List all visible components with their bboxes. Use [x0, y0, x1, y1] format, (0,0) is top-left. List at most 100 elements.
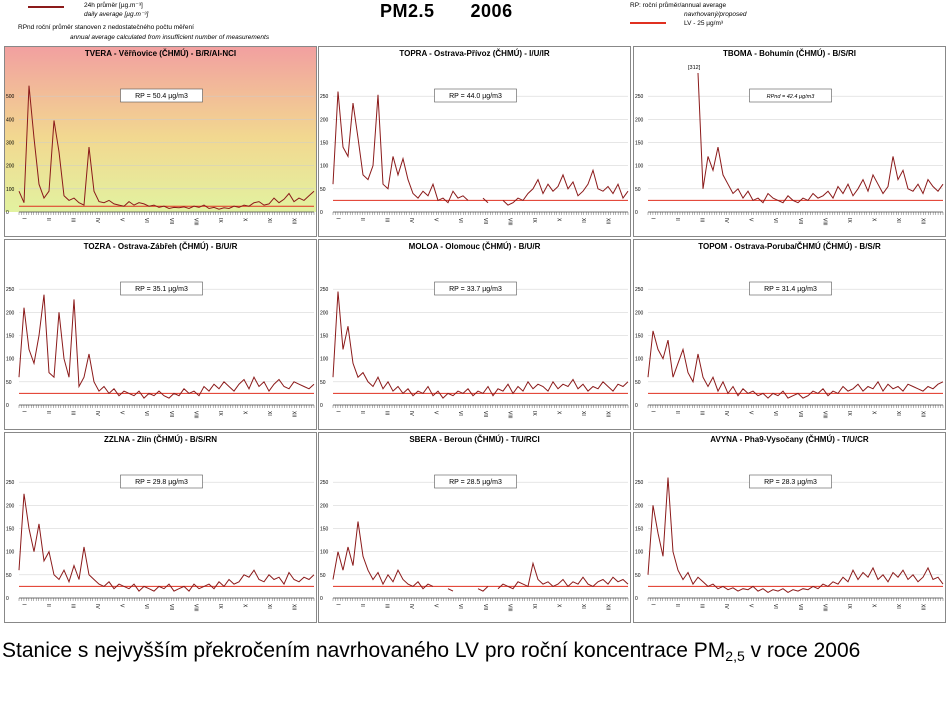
month-tick-label: V: [433, 604, 439, 608]
month-tick-label: VII: [482, 411, 488, 417]
station-chart: TBOMA - Bohumín (ČHMÚ) - B/S/RI 0 50 100 150…: [633, 46, 946, 237]
station-chart: SBERA - Beroun (ČHMÚ) - T/U/RCI 0 50 100 150…: [318, 432, 631, 623]
annual-average-label: RP = 29.8 µg/m3: [135, 479, 188, 486]
y-tick-label: 250: [635, 94, 644, 100]
y-tick-label: 0: [320, 210, 323, 216]
annual-average-label: RP = 50.4 µg/m3: [135, 93, 188, 100]
daily-average-series: [647, 477, 944, 593]
month-tick-label: II: [674, 604, 680, 607]
daily-series-swatch: [28, 6, 64, 8]
station-chart: MOLOA - Olomouc (ČHMÚ) - B/U/R 0 50 100 150 2…: [318, 239, 631, 430]
x-axis-ticks: [647, 212, 944, 215]
y-tick-label: 0: [6, 403, 9, 409]
month-tick-label: V: [748, 411, 754, 415]
chart-svg: TBOMA - Bohumín (ČHMÚ) - B/S/RI 0 50 100 150…: [635, 49, 944, 226]
y-tick-label: 150: [320, 141, 329, 147]
month-tick-label: XII: [605, 604, 611, 610]
annual-average-box: [434, 474, 517, 489]
daily-average-series: [332, 521, 629, 592]
y-tick-label: 100: [320, 550, 329, 556]
month-tick-label: III: [698, 218, 704, 222]
title-pollutant: PM2.5: [380, 1, 435, 21]
legend-lv: LV - 25 µg/m³: [684, 20, 724, 27]
month-tick-label: II: [674, 411, 680, 414]
month-tick-label: III: [383, 411, 389, 415]
daily-average-series: [697, 72, 944, 204]
month-tick-label: III: [69, 411, 75, 415]
chart-svg: TOZRA - Ostrava-Zábřeh (ČHMÚ) - B/U/R 0 50…: [6, 242, 315, 419]
chart-svg: AVYNA - Pha9-Vysočany (ČHMÚ) - T/U/CR 0 50…: [635, 435, 944, 612]
month-tick-label: VIII: [821, 218, 827, 226]
month-tick-label: XI: [895, 218, 901, 223]
month-tick-label: VI: [772, 604, 778, 609]
month-tick-label: XII: [920, 218, 926, 224]
chart-title: SBERA - Beroun (ČHMÚ) - T/U/RCI: [409, 435, 539, 444]
legend-daily-cz: 24h průměr [µg.m⁻³]: [84, 2, 143, 9]
month-tick-label: XII: [291, 411, 297, 417]
y-tick-label: 250: [635, 480, 644, 486]
month-tick-label: VI: [457, 411, 463, 416]
month-tick-label: V: [119, 604, 125, 608]
chart-svg: TOPRA - Ostrava-Přívoz (ČHMÚ) - I/U/IR 0 5…: [320, 49, 629, 226]
month-tick-label: IV: [723, 218, 729, 223]
month-tick-label: IX: [531, 218, 537, 223]
month-tick-label: III: [698, 604, 704, 608]
x-axis-ticks: [647, 598, 944, 601]
daily-average-series: [332, 291, 629, 399]
legend-daily-en: daily average [µg.m⁻³]: [84, 11, 149, 18]
chart-title: TVERA - Věřňovice (ČHMÚ) - B/R/AI-NCI: [85, 49, 236, 58]
month-tick-label: X: [242, 218, 248, 222]
month-tick-label: I: [20, 411, 26, 412]
month-tick-label: VII: [168, 411, 174, 417]
y-tick-label: 0: [320, 596, 323, 602]
y-tick-label: 150: [635, 527, 644, 533]
month-tick-label: V: [433, 411, 439, 415]
y-tick-label: 50: [635, 573, 641, 579]
y-tick-label: 200: [6, 164, 15, 170]
station-chart: TOPRA - Ostrava-Přívoz (ČHMÚ) - I/U/IR 0 5…: [318, 46, 631, 237]
month-tick-label: I: [649, 411, 655, 412]
chart-title: TOZRA - Ostrava-Zábřeh (ČHMÚ) - B/U/R: [84, 242, 238, 251]
chart-title: TOPRA - Ostrava-Přívoz (ČHMÚ) - I/U/IR: [399, 49, 549, 58]
y-tick-label: 150: [320, 527, 329, 533]
y-tick-label: 50: [320, 187, 326, 193]
chart-svg: ZZLNA - Zlín (ČHMÚ) - B/S/RN 0 50 100 150 200…: [6, 435, 315, 612]
month-tick-label: VI: [143, 218, 149, 223]
y-tick-label: 0: [6, 596, 9, 602]
month-tick-label: VII: [168, 604, 174, 610]
month-tick-label: IV: [94, 218, 100, 223]
y-tick-label: 150: [635, 141, 644, 147]
daily-average-series: [647, 330, 944, 399]
month-tick-label: IX: [846, 411, 852, 416]
caption-text: Stanice s nejvyšším překročením navrhova…: [2, 639, 726, 662]
month-tick-label: VII: [797, 604, 803, 610]
annual-average-label: RP = 44.0 µg/m3: [449, 93, 502, 100]
y-tick-label: 200: [6, 310, 15, 316]
legend-rpnd-cz: RPnd roční průměr stanoven z nedostatečn…: [18, 24, 194, 31]
y-tick-label: 200: [320, 117, 329, 123]
chart-svg: SBERA - Beroun (ČHMÚ) - T/U/RCI 0 50 100 150…: [320, 435, 629, 612]
daily-average-series: [18, 85, 315, 210]
month-tick-label: V: [433, 218, 439, 222]
month-tick-label: VI: [457, 604, 463, 609]
y-tick-label: 200: [6, 503, 15, 509]
month-tick-label: I: [334, 604, 340, 605]
month-tick-label: I: [20, 218, 26, 219]
month-tick-label: X: [242, 604, 248, 608]
x-axis-ticks: [18, 405, 315, 408]
month-tick-label: VI: [143, 411, 149, 416]
legend-rp: RP: roční průměr/annual average: [630, 2, 727, 9]
y-tick-label: 100: [320, 357, 329, 363]
legend-right: RP: roční průměr/annual average navrhova…: [630, 0, 830, 40]
month-tick-label: VII: [797, 411, 803, 417]
month-tick-label: XI: [266, 411, 272, 416]
annual-average-box: [749, 281, 832, 296]
y-tick-label: 100: [320, 164, 329, 170]
month-tick-label: IX: [846, 218, 852, 223]
annual-average-label: RPnd = 42.4 µg/m3: [767, 94, 816, 100]
month-tick-label: VI: [457, 218, 463, 223]
month-tick-label: X: [556, 411, 562, 415]
y-tick-label: 250: [6, 287, 15, 293]
month-tick-label: VIII: [506, 411, 512, 419]
month-tick-label: III: [383, 218, 389, 222]
